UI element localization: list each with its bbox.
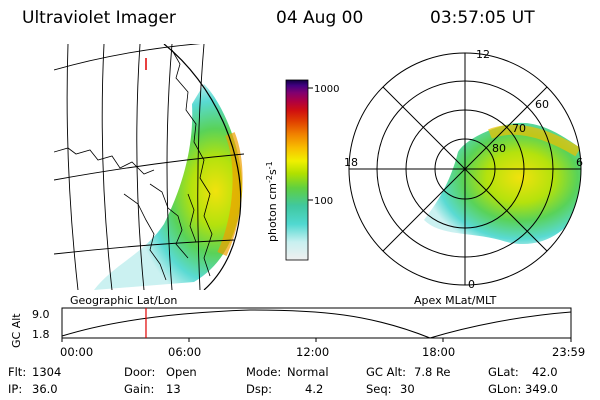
ip-value: 36.0 — [32, 382, 58, 396]
lat-label-70: 70 — [512, 122, 526, 135]
colorbar-scale — [285, 79, 309, 261]
aurora-emission-polar — [424, 122, 581, 244]
orbit-altitude-curve — [61, 309, 572, 339]
aurora-emission-geographic — [94, 84, 243, 290]
lat-label-80: 80 — [492, 142, 506, 155]
dsp-value: 4.2 — [305, 382, 324, 396]
mode-value: Normal — [287, 365, 329, 379]
gain-value: 13 — [166, 382, 181, 396]
door-value: Open — [166, 365, 197, 379]
colorbar: 1000 100 photon cm-2s-1 — [265, 79, 339, 261]
mlt-label-6: 6 — [576, 156, 583, 169]
gcalt-label: GC Alt: — [366, 365, 407, 379]
lat-label-60: 60 — [535, 98, 549, 111]
time-label: 03:57:05 UT — [430, 8, 535, 28]
orbit-xtick-0600: 06:00 — [168, 345, 202, 359]
glon-label: GLon: — [488, 382, 522, 396]
apex-caption: Apex MLat/MLT — [414, 294, 497, 307]
glat-value: 42.0 — [532, 365, 558, 379]
door-label: Door: — [124, 365, 156, 379]
flt-label: Flt: — [8, 365, 27, 379]
orbit-altitude-plot: GC Alt 9.0 1.8 — [10, 307, 572, 348]
colorbar-tick-1000: 1000 — [314, 84, 339, 95]
mlt-label-18: 18 — [344, 156, 358, 169]
flt-value: 1304 — [32, 365, 62, 379]
orbit-xtick-1800: 18:00 — [422, 345, 456, 359]
seq-value: 30 — [400, 382, 415, 396]
colorbar-tick-100: 100 — [314, 196, 333, 207]
geographic-caption: Geographic Lat/Lon — [70, 294, 178, 307]
orbit-ytick-top: 9.0 — [32, 308, 50, 321]
gain-label: Gain: — [124, 382, 155, 396]
gcalt-value: 7.8 Re — [414, 365, 451, 379]
instrument-title: Ultraviolet Imager — [22, 8, 176, 28]
dsp-label: Dsp: — [246, 382, 273, 396]
orbit-xtick-1200: 12:00 — [296, 345, 330, 359]
apex-polar-panel: 12 18 6 0 60 70 80 — [344, 48, 583, 291]
mlt-label-12: 12 — [476, 48, 490, 61]
geographic-image-panel — [54, 44, 245, 290]
orbit-ylabel: GC Alt — [10, 313, 23, 348]
colorbar-unit-label: photon cm-2s-1 — [265, 161, 279, 242]
mlt-label-0: 0 — [468, 278, 475, 291]
orbit-ytick-bottom: 1.8 — [32, 328, 50, 341]
ip-label: IP: — [8, 382, 23, 396]
mode-label: Mode: — [246, 365, 282, 379]
orbit-xtick-2359: 23:59 — [552, 345, 586, 359]
seq-label: Seq: — [366, 382, 392, 396]
orbit-xtick-0000: 00:00 — [60, 345, 94, 359]
glon-value: 349.0 — [525, 382, 558, 396]
glat-label: GLat: — [488, 365, 519, 379]
date-label: 04 Aug 00 — [276, 8, 364, 28]
